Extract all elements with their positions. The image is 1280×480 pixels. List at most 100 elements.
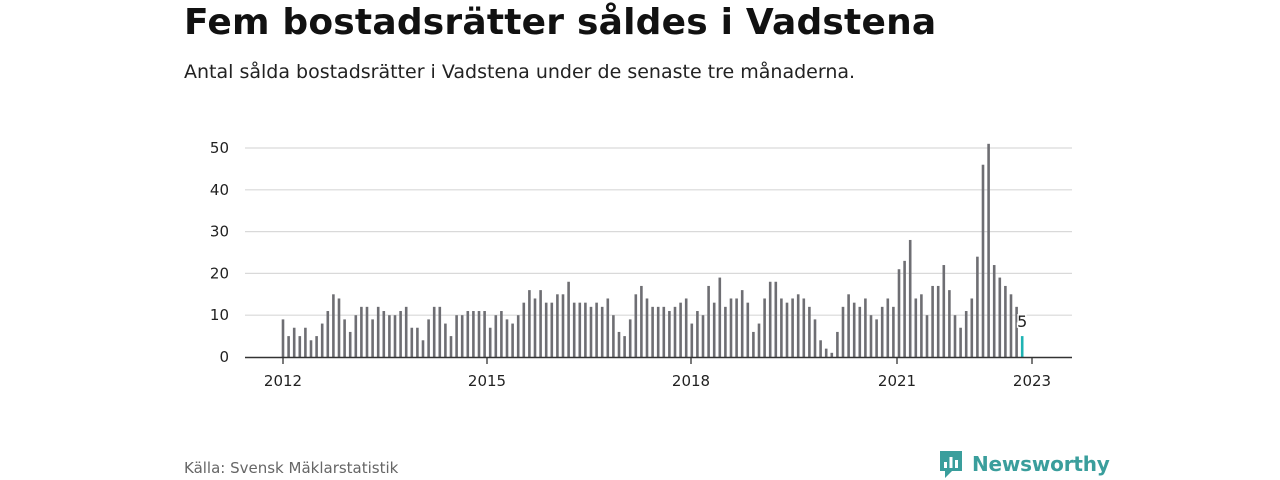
bar xyxy=(365,306,369,357)
bar xyxy=(987,143,990,357)
bar xyxy=(612,315,615,357)
bar xyxy=(802,298,806,357)
y-axis-ticks: 0 10 20 30 40 50 xyxy=(210,139,229,366)
bar xyxy=(455,315,458,357)
bar xyxy=(444,323,447,357)
bar xyxy=(735,298,738,357)
bar xyxy=(337,298,341,357)
bar xyxy=(500,311,503,357)
bar xyxy=(791,298,794,357)
y-tick-label: 30 xyxy=(210,223,229,241)
bar xyxy=(505,319,509,357)
bar xyxy=(584,302,587,357)
brand-name: Newsworthy xyxy=(972,452,1110,476)
bar xyxy=(589,306,593,357)
bar xyxy=(920,294,923,357)
bar xyxy=(690,323,694,357)
bar xyxy=(808,306,811,357)
x-tick-label: 2012 xyxy=(264,372,302,390)
bar xyxy=(819,340,822,357)
bar xyxy=(729,298,733,357)
bar xyxy=(600,306,604,357)
bar xyxy=(847,294,850,357)
bar xyxy=(959,327,962,357)
bar xyxy=(824,348,828,357)
bar xyxy=(281,319,285,357)
bar xyxy=(948,290,951,357)
x-tick-label: 2015 xyxy=(468,372,506,390)
bar xyxy=(528,290,531,357)
x-tick-label: 2018 xyxy=(672,372,710,390)
bar xyxy=(763,298,766,357)
brand-logo: Newsworthy xyxy=(938,450,1110,478)
bar xyxy=(477,311,481,357)
bar xyxy=(298,336,302,357)
bar xyxy=(752,331,755,357)
bar xyxy=(981,164,985,357)
bar xyxy=(348,331,352,357)
bar xyxy=(427,319,430,357)
bar xyxy=(897,269,901,357)
bar xyxy=(813,319,817,357)
bar xyxy=(942,265,946,357)
bar xyxy=(662,306,666,357)
bar xyxy=(684,298,688,357)
bar xyxy=(673,306,677,357)
bar xyxy=(640,285,643,357)
gridlines xyxy=(245,147,1072,316)
bar xyxy=(432,306,436,357)
x-axis-ticks: 2012 2015 2018 2021 2023 xyxy=(264,357,1051,390)
bar xyxy=(1004,285,1007,357)
bar xyxy=(466,311,470,357)
bar xyxy=(936,285,940,357)
bar xyxy=(578,302,582,357)
bar xyxy=(836,331,839,357)
bar xyxy=(903,260,906,357)
chart-subtitle: Antal sålda bostadsrätter i Vadstena und… xyxy=(184,61,856,83)
bar xyxy=(561,294,565,357)
bar xyxy=(679,302,682,357)
bar xyxy=(785,302,789,357)
bar xyxy=(360,306,363,357)
chart-title: Fem bostadsrätter såldes i Vadstena xyxy=(184,2,937,43)
data-labels: 5 xyxy=(1016,311,1029,333)
bar xyxy=(544,302,548,357)
bar xyxy=(371,319,374,357)
y-tick-label: 0 xyxy=(219,348,229,366)
bar xyxy=(309,340,313,357)
bar xyxy=(712,302,716,357)
highlight-value-label: 5 xyxy=(1017,312,1027,331)
bar xyxy=(668,311,671,357)
bar xyxy=(382,311,386,357)
bar xyxy=(875,319,878,357)
x-tick-label: 2023 xyxy=(1013,372,1051,390)
bar xyxy=(886,298,890,357)
bar xyxy=(780,298,783,357)
bar xyxy=(768,281,772,357)
bar xyxy=(533,298,537,357)
bar xyxy=(354,315,358,357)
bar xyxy=(522,302,526,357)
bar xyxy=(623,336,626,357)
bar xyxy=(326,311,330,357)
bar xyxy=(858,306,862,357)
bar xyxy=(998,277,1002,357)
bar xyxy=(746,302,750,357)
bar xyxy=(925,315,929,357)
bar xyxy=(757,323,761,357)
bar xyxy=(567,281,570,357)
bars xyxy=(281,143,1024,357)
bar xyxy=(645,298,649,357)
bar xyxy=(852,302,856,357)
bar xyxy=(774,281,778,357)
bar xyxy=(1009,294,1013,357)
bar xyxy=(550,302,554,357)
bar xyxy=(841,306,845,357)
bar xyxy=(472,311,475,357)
bar xyxy=(707,285,710,357)
bar xyxy=(696,311,699,357)
bar xyxy=(449,336,453,357)
bar xyxy=(539,290,542,357)
y-tick-label: 40 xyxy=(210,181,229,199)
bar xyxy=(606,298,610,357)
